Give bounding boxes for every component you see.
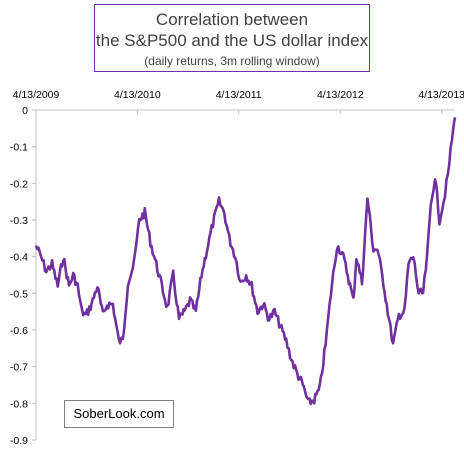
chart-title-box: Correlation between the S&P500 and the U…	[94, 4, 370, 72]
chart-axes: 0 -0.1 -0.2 -0.3 -0.4 -0.5 -0.6 -0.7 -0.8 -0.9 4/1…	[10, 89, 464, 447]
y-tick-label: -0.5	[10, 288, 28, 300]
x-tick-label: 4/13/2013	[418, 89, 464, 101]
y-tick-label: -0.3	[10, 215, 28, 227]
y-tick-label: -0.4	[10, 252, 28, 264]
y-tick-label: -0.7	[10, 362, 28, 374]
series-line	[34, 117, 457, 406]
chart-title-line-1: Correlation between	[155, 10, 309, 29]
x-tick-label: 4/13/2010	[114, 89, 161, 101]
y-tick-label: -0.9	[10, 435, 28, 447]
y-tick-label: 0	[22, 105, 28, 117]
watermark-label: SoberLook.com	[64, 400, 174, 428]
x-tick-label: 4/13/2012	[317, 89, 364, 101]
y-tick-label: -0.1	[10, 142, 28, 154]
x-tick-label: 4/13/2011	[216, 89, 262, 101]
y-tick-label: -0.6	[10, 325, 28, 337]
y-tick-label: -0.8	[10, 398, 28, 410]
x-tick-label: 4/13/2009	[13, 89, 60, 101]
chart-subtitle: (daily returns, 3m rolling window)	[144, 54, 320, 68]
plot-area	[34, 117, 457, 406]
chart-title-line-2: the S&P500 and the US dollar index	[95, 31, 369, 50]
y-tick-label: -0.2	[10, 178, 28, 190]
